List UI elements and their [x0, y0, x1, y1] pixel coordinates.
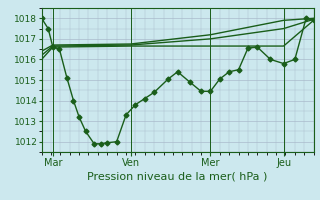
X-axis label: Pression niveau de la mer( hPa ): Pression niveau de la mer( hPa )	[87, 172, 268, 182]
